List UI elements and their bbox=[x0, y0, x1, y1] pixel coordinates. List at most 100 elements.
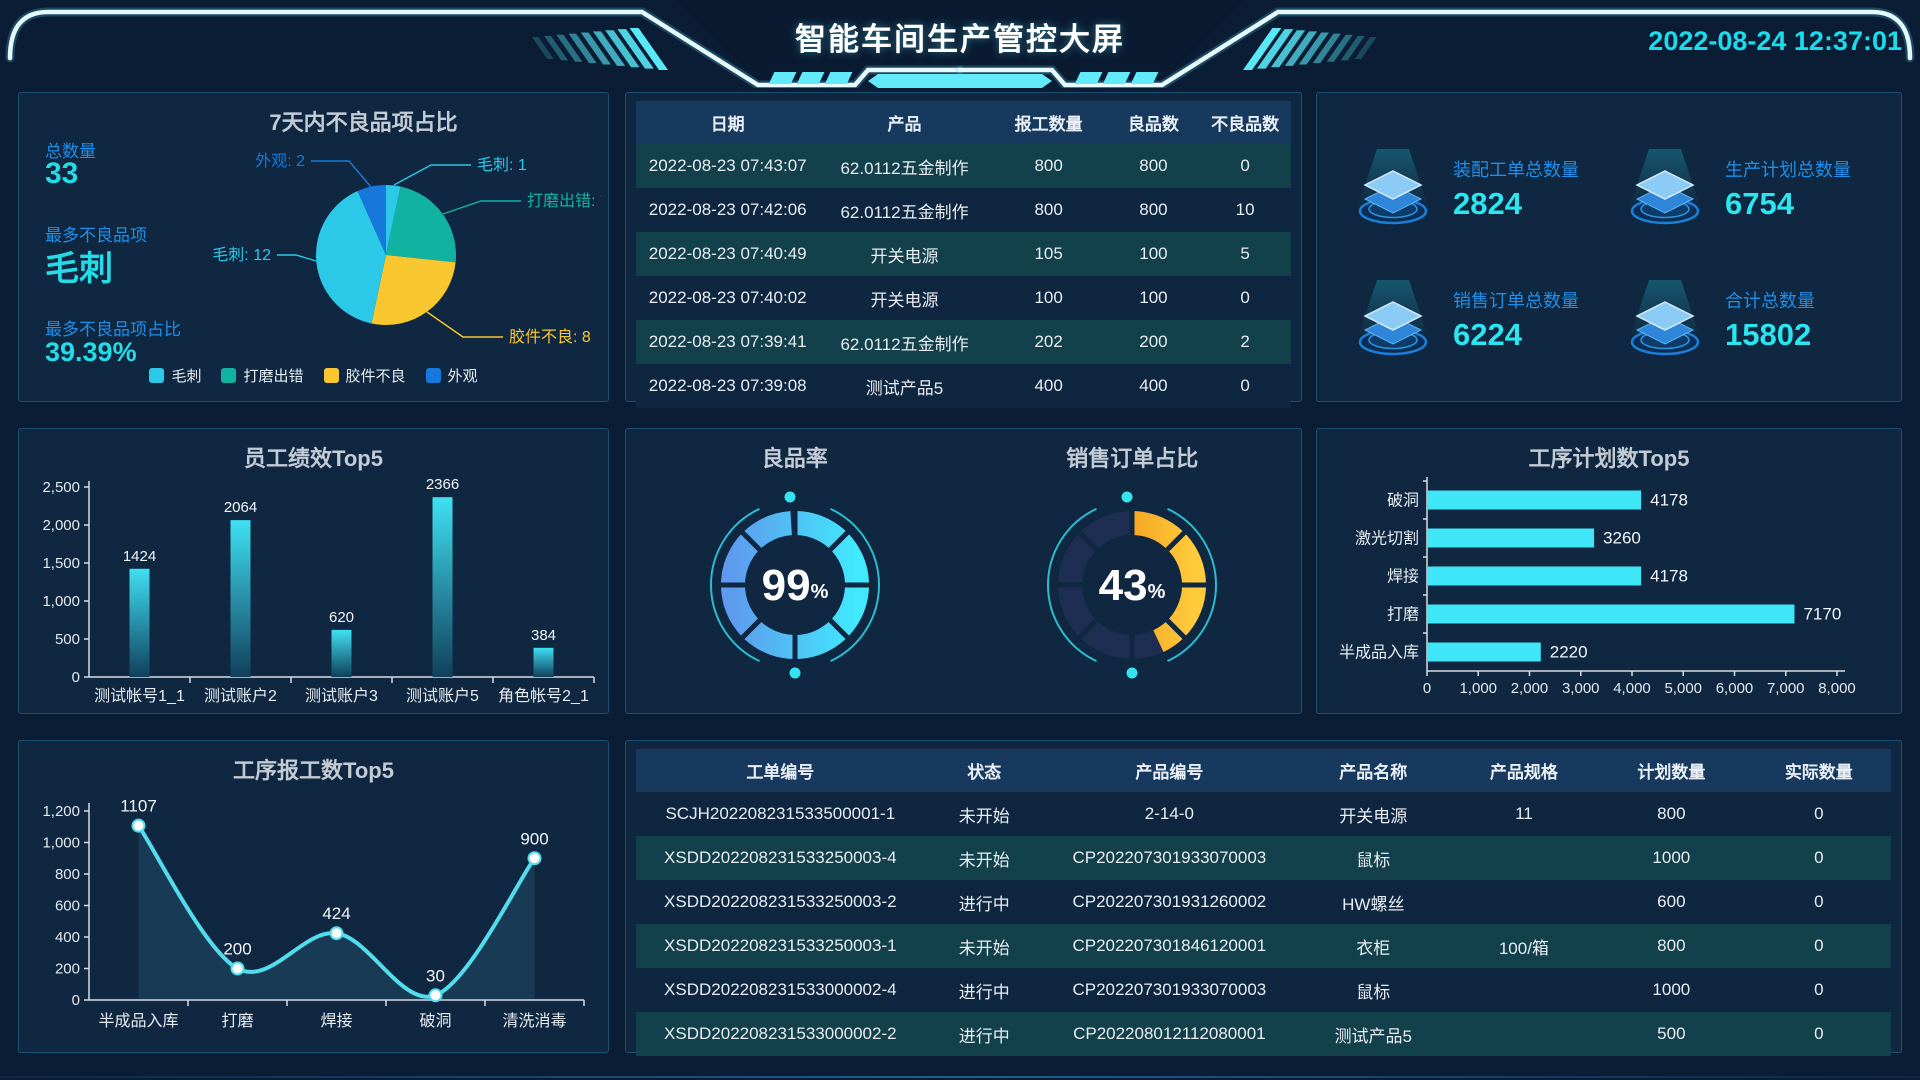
legend-swatch bbox=[149, 368, 165, 383]
table-cell: CP202207301846120001 bbox=[1072, 936, 1267, 955]
table-cell: 100 bbox=[1139, 244, 1168, 263]
table-cell: CP202207301931260002 bbox=[1072, 892, 1267, 911]
pie-slice-外观 bbox=[357, 185, 386, 255]
table-row: 2022-08-23 07:40:02 开关电源 100 100 0 bbox=[636, 276, 1291, 320]
stacked-layers-icon bbox=[1358, 148, 1428, 224]
column-header: 产品规格 bbox=[1451, 749, 1597, 792]
column-header: 产品编号 bbox=[1043, 749, 1295, 792]
stacked-layers-icon bbox=[1358, 279, 1428, 355]
table-cell: 105 bbox=[1034, 244, 1063, 263]
svg-text:0: 0 bbox=[1423, 680, 1431, 697]
table-cell: 2-14-0 bbox=[1144, 804, 1194, 823]
legend-item-胶件不良[interactable]: 胶件不良 bbox=[323, 365, 406, 386]
table-cell: 800 bbox=[1139, 200, 1168, 219]
pie-label-line bbox=[393, 164, 471, 186]
hbar-category-label: 破洞 bbox=[1387, 492, 1419, 510]
total-count-value: 33 bbox=[45, 157, 79, 190]
table-cell: 0 bbox=[1814, 980, 1824, 999]
panel-title: 工序计划数Top5 bbox=[1528, 446, 1690, 471]
table-cell: 2 bbox=[1240, 332, 1250, 351]
svg-text:5,000: 5,000 bbox=[1664, 680, 1702, 697]
pie-label-line bbox=[442, 200, 521, 215]
clock: 2022-08-24 12:37:01 bbox=[1648, 26, 1902, 56]
process-report-panel: 工序报工数Top5 0 200 400 600 800 1,000 1,200 1107 半成品… bbox=[18, 740, 609, 1053]
top-defect-ratio-label: 最多不良品项占比 bbox=[45, 320, 181, 339]
bar-value-label: 384 bbox=[531, 627, 556, 644]
table-cell: 600 bbox=[1657, 892, 1686, 911]
svg-text:6,000: 6,000 bbox=[1716, 680, 1754, 697]
table-cell: 2022-08-23 07:39:08 bbox=[648, 376, 807, 395]
table-cell: CP202207301933070003 bbox=[1072, 848, 1267, 867]
table-cell: 进行中 bbox=[958, 982, 1010, 1002]
svg-text:1,500: 1,500 bbox=[42, 555, 80, 572]
table-row: 2022-08-23 07:43:07 62.0112五金制作 800 800 0 bbox=[636, 144, 1291, 188]
table-cell: 未开始 bbox=[958, 850, 1010, 870]
stat-card-label: 生产计划总数量 bbox=[1725, 159, 1851, 180]
legend-item-外观[interactable]: 外观 bbox=[425, 365, 478, 386]
table-cell: CP202208012112080001 bbox=[1073, 1024, 1266, 1043]
pie-label-line bbox=[277, 254, 317, 262]
table-cell: 进行中 bbox=[958, 1026, 1010, 1046]
line-value-label: 200 bbox=[223, 940, 251, 959]
header-banner: 智能车间生产管控大屏 2022-08-24 12:37:01 bbox=[0, 0, 1920, 90]
stat-card-4: 合计总数量 15802 bbox=[1619, 254, 1891, 385]
table-cell: 100 bbox=[1034, 288, 1063, 307]
svg-text:1,000: 1,000 bbox=[42, 593, 80, 610]
bar-category-label: 角色帐号2_1 bbox=[498, 687, 589, 705]
bar-category-label: 测试帐号1_1 bbox=[94, 687, 185, 705]
bar-value-label: 620 bbox=[329, 609, 354, 626]
table-cell: 0 bbox=[1814, 1024, 1824, 1043]
table-cell: XSDD202208231533250003-1 bbox=[664, 936, 897, 955]
table-cell: 800 bbox=[1034, 156, 1063, 175]
table-cell: XSDD202208231533000002-2 bbox=[664, 1024, 897, 1043]
legend-item-打磨出错[interactable]: 打磨出错 bbox=[221, 365, 304, 386]
column-header: 计划数量 bbox=[1596, 749, 1747, 792]
stat-card-label: 装配工单总数量 bbox=[1453, 159, 1579, 180]
table-cell: 2022-08-23 07:39:41 bbox=[648, 332, 807, 351]
svg-text:500: 500 bbox=[55, 631, 80, 648]
hbar-value-label: 4178 bbox=[1650, 491, 1688, 510]
table-cell: 0 bbox=[1814, 804, 1824, 823]
hbar-半成品入库 bbox=[1427, 642, 1541, 662]
table-cell: 0 bbox=[1240, 156, 1250, 175]
stacked-layers-icon bbox=[1630, 148, 1700, 224]
panel-title: 工序报工数Top5 bbox=[233, 758, 394, 783]
line-category-label: 破洞 bbox=[419, 1012, 451, 1030]
hbar-打磨 bbox=[1427, 604, 1795, 624]
table-cell: 开关电源 bbox=[870, 290, 939, 310]
panel-title: 员工绩效Top5 bbox=[244, 446, 383, 471]
legend-item-毛刺[interactable]: 毛刺 bbox=[149, 365, 201, 386]
pie-label: 外观: 2 bbox=[255, 152, 305, 170]
pie-slice-毛刺 bbox=[316, 191, 386, 324]
report-table: 日期 产品 报工数量 良品数 不良品数 2022-08-23 07:43:07 62.011… bbox=[626, 93, 1301, 416]
table-cell: HW螺丝 bbox=[1342, 894, 1405, 914]
legend-label: 毛刺 bbox=[171, 368, 202, 385]
table-cell: 202 bbox=[1034, 332, 1063, 351]
table-cell: 2022-08-23 07:43:07 bbox=[648, 156, 807, 175]
page-title: 智能车间生产管控大屏 bbox=[795, 22, 1125, 57]
table-header-row: 工单编号 状态 产品编号 产品名称 产品规格 计划数量 实际数量 bbox=[636, 749, 1891, 792]
bar-测试帐号1_1 bbox=[129, 568, 150, 677]
line-value-label: 424 bbox=[322, 904, 350, 923]
top-defect-value: 毛刺 bbox=[45, 250, 113, 288]
top-defect-ratio-value: 39.39% bbox=[45, 337, 137, 367]
stat-card-value: 6754 bbox=[1725, 185, 1794, 221]
hbar-value-label: 7170 bbox=[1803, 605, 1841, 624]
table-cell: 62.0112五金制作 bbox=[840, 202, 969, 222]
hbar-category-label: 焊接 bbox=[1387, 568, 1419, 586]
legend-label: 胶件不良 bbox=[345, 368, 406, 385]
legend-label: 打磨出错 bbox=[243, 368, 304, 385]
line-value-label: 30 bbox=[426, 966, 445, 985]
gauge-dot-top bbox=[784, 491, 796, 503]
table-cell: 衣柜 bbox=[1356, 938, 1391, 958]
bar-测试账户5 bbox=[432, 497, 453, 677]
table-cell: XSDD202208231533000002-4 bbox=[664, 980, 897, 999]
bar-测试账户3 bbox=[331, 629, 352, 677]
svg-text:8,000: 8,000 bbox=[1818, 680, 1856, 697]
table-cell bbox=[1452, 1012, 1596, 1056]
pie-label: 胶件不良: 8 bbox=[509, 328, 591, 346]
total-count-label: 总数量 bbox=[45, 142, 96, 161]
table-cell: 测试产品5 bbox=[865, 378, 944, 398]
pie-label-line bbox=[311, 160, 372, 188]
